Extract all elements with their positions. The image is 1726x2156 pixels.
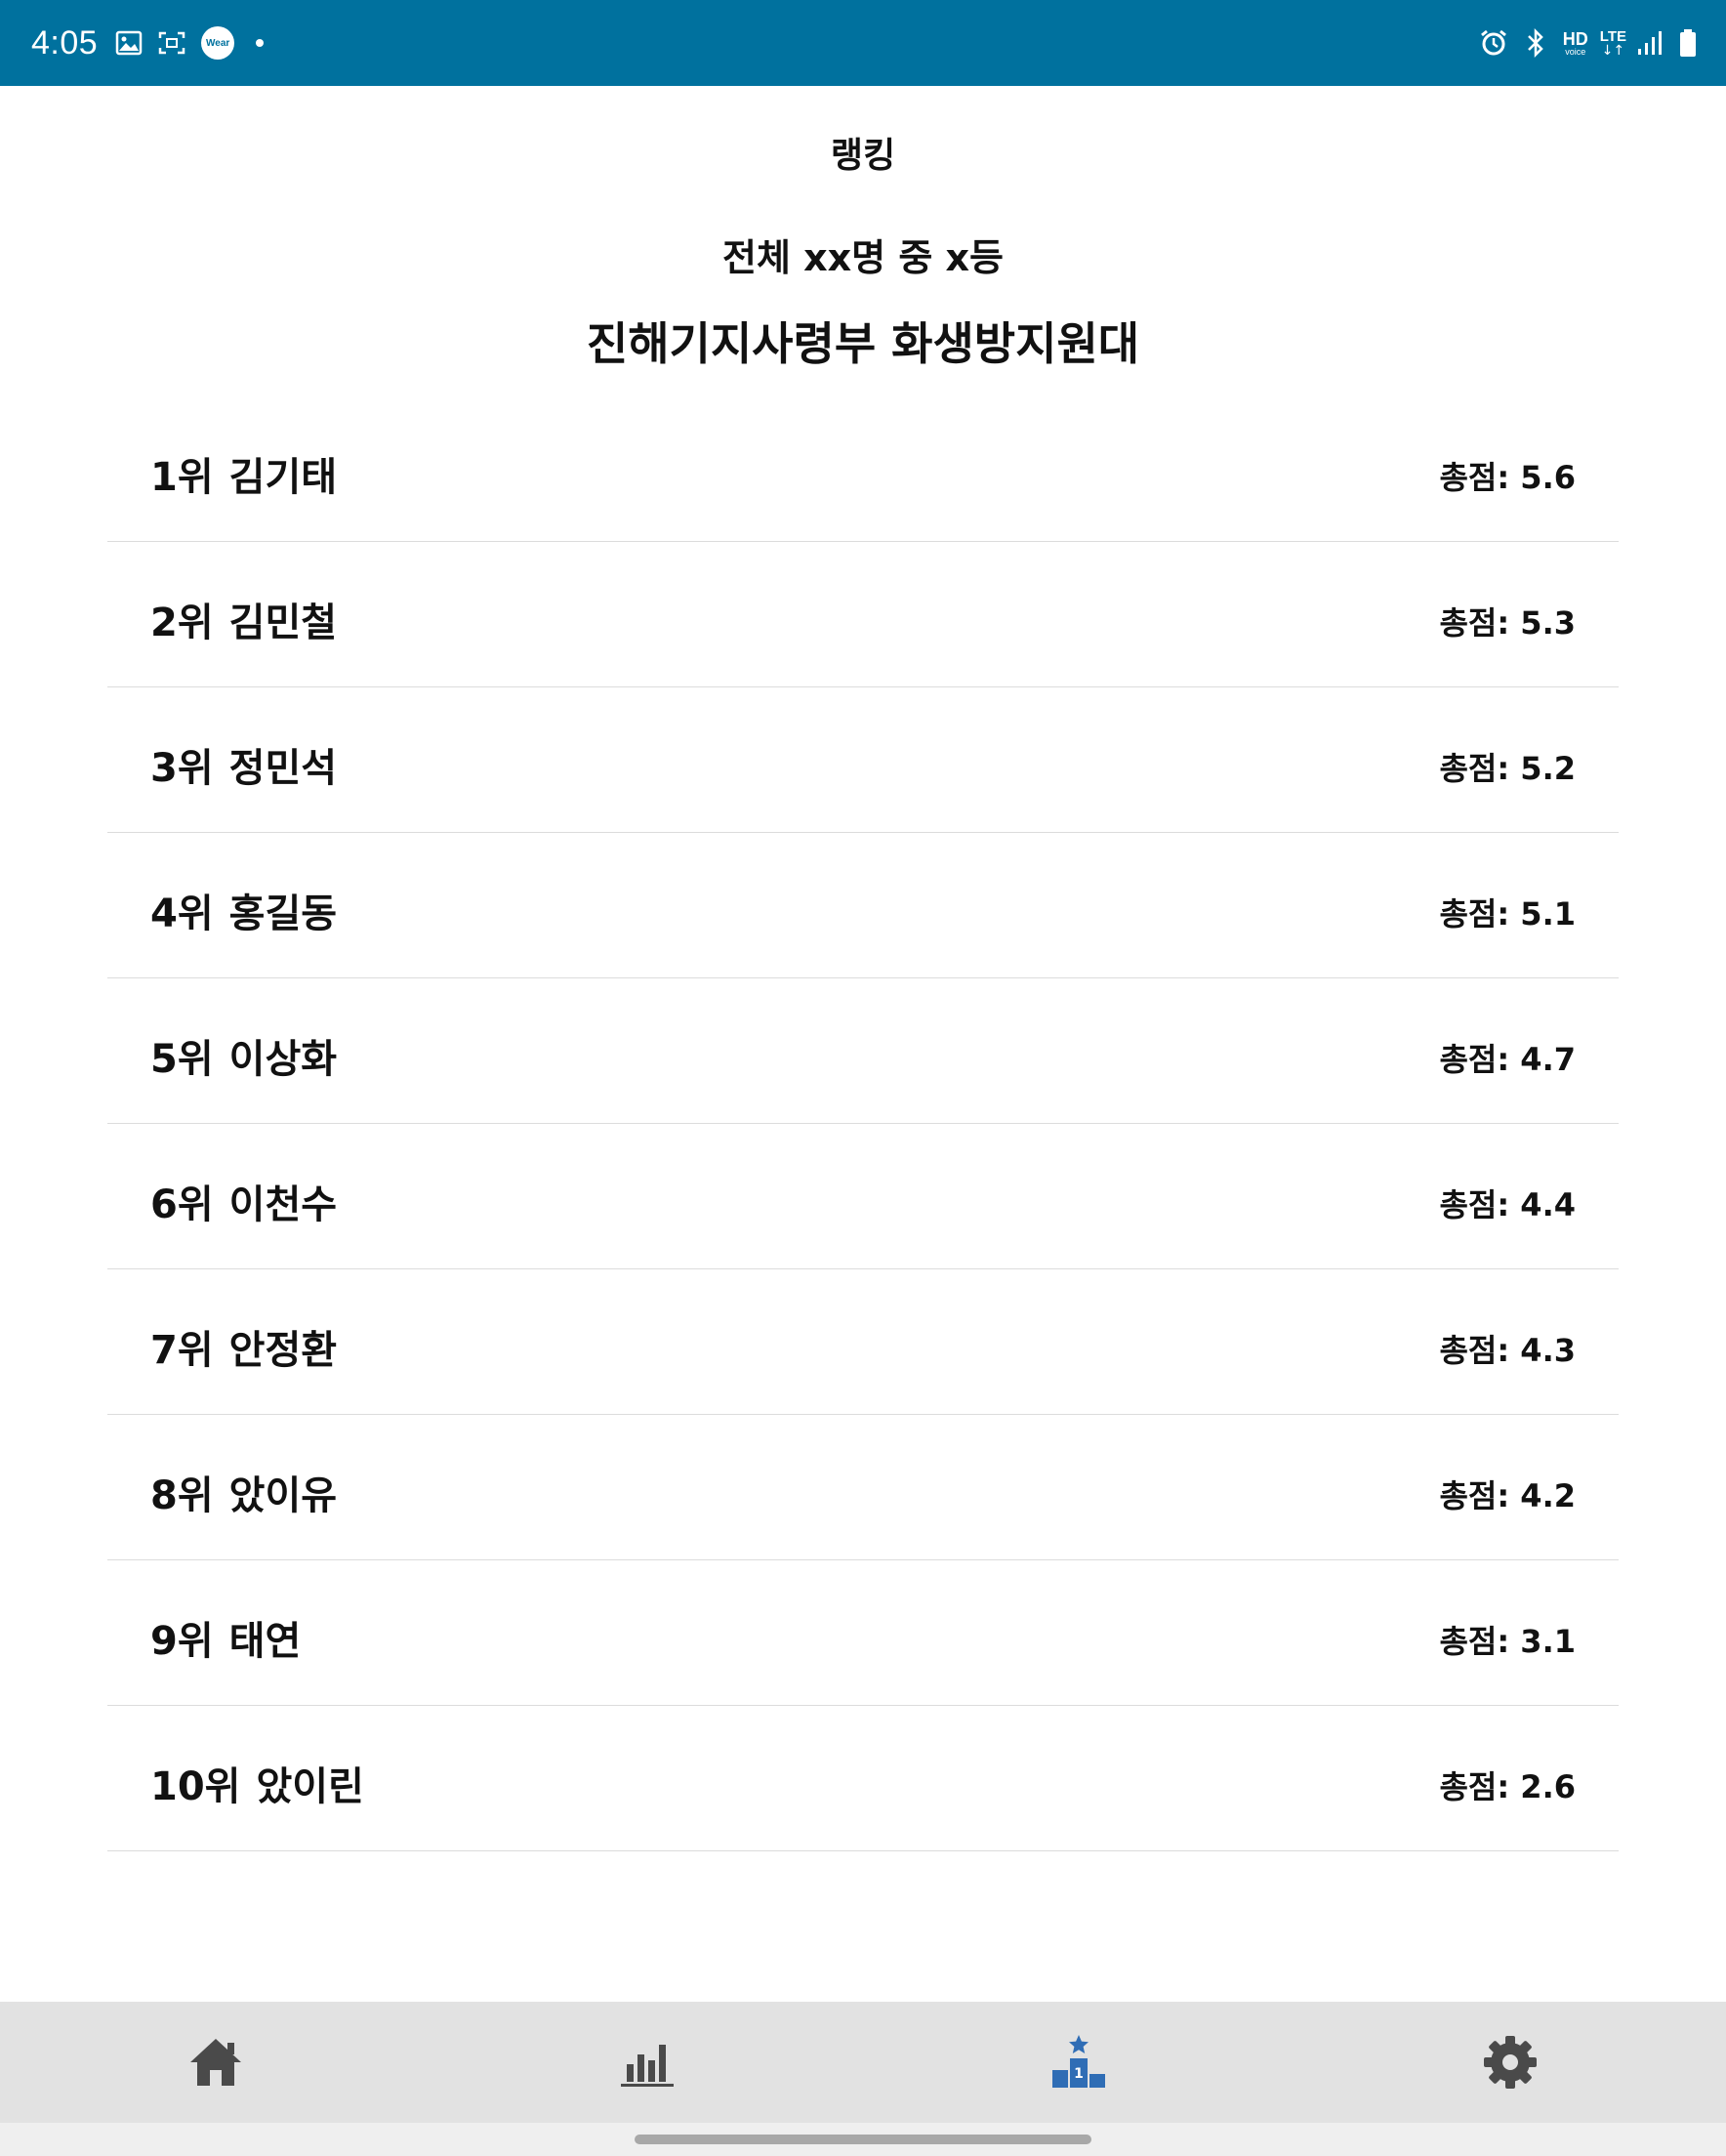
status-bar-right: HD voice LTE ↓↑ <box>1479 28 1697 58</box>
ranking-row: 8위 았이유 총점: 4.2 <box>107 1415 1619 1560</box>
rank-position: 3위 <box>150 746 214 791</box>
ranking-list: 1위 김기태 총점: 5.6 2위 김민철 총점: 5.3 3위 정민석 총점: 5.… <box>107 396 1619 1851</box>
gesture-bar[interactable] <box>635 2135 1091 2144</box>
rank-position: 6위 <box>150 1182 214 1227</box>
page-title: 랭킹 <box>830 136 896 176</box>
rank-name: 안정환 <box>228 1328 338 1373</box>
ranking-podium-icon: 1 <box>1052 2035 1105 2088</box>
ranking-entry: 10위 았이린 <box>150 1755 364 1811</box>
lte-arrows: ↓↑ <box>1601 42 1625 59</box>
bar-chart-icon <box>621 2045 674 2087</box>
rank-name: 김기태 <box>228 455 338 500</box>
ranking-row: 10위 았이린 총점: 2.6 <box>107 1706 1619 1851</box>
ranking-row: 2위 김민철 총점: 5.3 <box>107 542 1619 687</box>
battery-icon <box>1679 28 1697 58</box>
ranking-row: 7위 안정환 총점: 4.3 <box>107 1269 1619 1415</box>
rank-name: 정민석 <box>228 746 338 791</box>
rank-position: 8위 <box>150 1473 214 1518</box>
lte-indicator: LTE ↓↑ <box>1600 29 1626 58</box>
nav-home-button[interactable] <box>157 2013 274 2111</box>
rank-score: 총점: 5.2 <box>1439 750 1576 787</box>
rank-score: 총점: 4.3 <box>1439 1332 1576 1369</box>
ranking-row: 1위 김기태 총점: 5.6 <box>107 396 1619 542</box>
rank-summary: 전체 xx명 중 x등 <box>721 236 1005 279</box>
hd-voice-indicator: HD voice <box>1563 30 1588 57</box>
rank-score: 총점: 5.6 <box>1439 459 1576 496</box>
hd-label: HD <box>1562 28 1588 49</box>
ranking-entry: 7위 안정환 <box>150 1318 337 1375</box>
rank-score: 총점: 4.4 <box>1439 1186 1576 1223</box>
ranking-row: 4위 홍길동 총점: 5.1 <box>107 833 1619 978</box>
rank-position: 1위 <box>150 455 214 500</box>
ranking-entry: 8위 았이유 <box>150 1464 337 1520</box>
rank-name: 홍길동 <box>228 891 338 936</box>
rank-position: 7위 <box>150 1328 214 1373</box>
alarm-icon <box>1479 28 1508 58</box>
rank-name: 이상화 <box>228 1037 338 1082</box>
rank-name: 김민철 <box>228 601 338 645</box>
rank-position: 5위 <box>150 1037 214 1082</box>
ranking-entry: 1위 김기태 <box>150 445 337 502</box>
rank-score: 총점: 5.3 <box>1439 604 1576 642</box>
bottom-nav: 1 <box>0 2002 1726 2123</box>
status-bar-left: 4:05 Wear <box>31 23 265 62</box>
nav-ranking-button[interactable]: 1 <box>1020 2013 1137 2111</box>
ranking-entry: 9위 태연 <box>150 1609 301 1666</box>
rank-position: 2위 <box>150 601 214 645</box>
rank-score: 총점: 4.2 <box>1439 1477 1576 1514</box>
rank-score: 총점: 5.1 <box>1439 895 1576 933</box>
rank-position: 10위 <box>150 1764 241 1809</box>
wear-icon: Wear <box>201 26 235 60</box>
rank-name: 았이린 <box>256 1764 364 1809</box>
image-icon <box>115 30 143 56</box>
ranking-row: 6위 이천수 총점: 4.4 <box>107 1124 1619 1269</box>
rank-score: 총점: 3.1 <box>1439 1623 1576 1660</box>
rank-position: 4위 <box>150 891 214 936</box>
signal-icon <box>1636 29 1664 57</box>
rank-name: 이천수 <box>228 1182 338 1227</box>
rank-name: 태연 <box>228 1619 302 1664</box>
status-time: 4:05 <box>31 23 99 62</box>
gesture-area <box>0 2123 1726 2156</box>
hd-sub-label: voice <box>1565 46 1586 57</box>
rank-score: 총점: 4.7 <box>1439 1041 1576 1078</box>
ranking-entry: 5위 이상화 <box>150 1027 337 1084</box>
unit-name: 진해기지사령부 화생방지원대 <box>586 317 1140 370</box>
bluetooth-icon <box>1524 28 1547 58</box>
ranking-row: 9위 태연 총점: 3.1 <box>107 1560 1619 1706</box>
home-icon <box>190 2039 241 2086</box>
rank-position: 9위 <box>150 1619 214 1664</box>
ranking-entry: 3위 정민석 <box>150 736 337 793</box>
rank-name: 았이유 <box>228 1473 338 1518</box>
ranking-entry: 6위 이천수 <box>150 1173 337 1229</box>
gear-icon <box>1484 2036 1537 2089</box>
ranking-row: 5위 이상화 총점: 4.7 <box>107 978 1619 1124</box>
ranking-entry: 4위 홍길동 <box>150 882 337 938</box>
status-bar: 4:05 Wear <box>0 0 1726 86</box>
nav-settings-button[interactable] <box>1452 2013 1569 2111</box>
ranking-row: 3위 정민석 총점: 5.2 <box>107 687 1619 833</box>
rank-score: 총점: 2.6 <box>1439 1768 1576 1805</box>
lte-label: LTE <box>1599 27 1626 45</box>
svg-text:1: 1 <box>1074 2066 1084 2082</box>
ranking-entry: 2위 김민철 <box>150 591 337 647</box>
screenshot-icon <box>158 30 185 56</box>
nav-stats-button[interactable] <box>589 2013 706 2111</box>
notification-dot <box>256 39 265 47</box>
